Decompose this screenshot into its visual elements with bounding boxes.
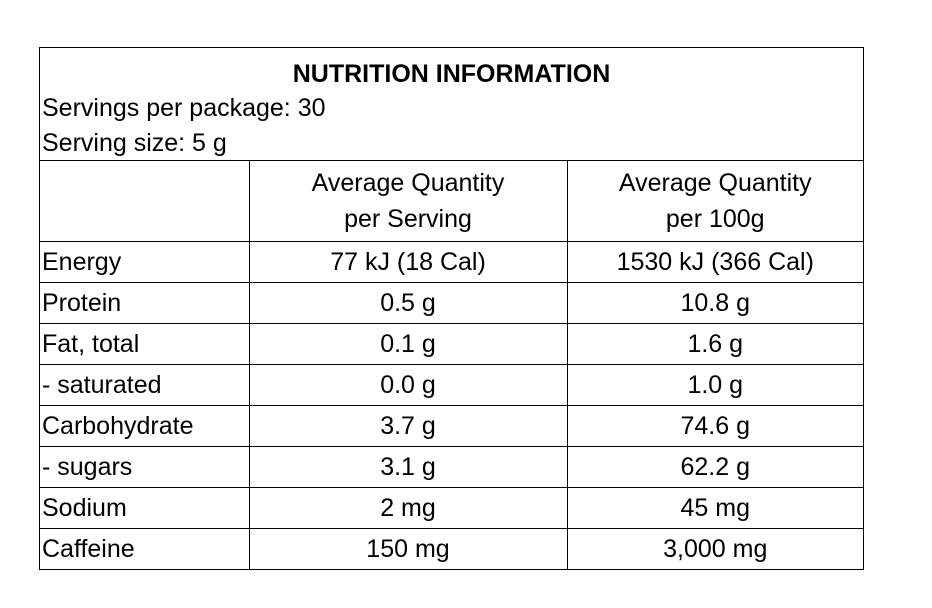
row-label: Caffeine xyxy=(40,528,249,569)
header-per-serving-line-2: per Serving xyxy=(344,205,472,233)
row-label: - saturated xyxy=(40,364,249,406)
table-row: - sugars 3.1 g 62.2 g xyxy=(40,446,863,488)
per-serving-value: 3.7 g xyxy=(248,405,567,447)
header-per-100g: Average Quantity per 100g xyxy=(566,161,863,242)
per-100g-value: 1.0 g xyxy=(566,364,863,406)
header-per-100g-line-1: Average Quantity xyxy=(618,169,812,197)
header-per-serving-line-1: Average Quantity xyxy=(311,169,505,197)
servings-per-package: Servings per package: 30 xyxy=(42,94,326,122)
row-label: Carbohydrate xyxy=(40,405,249,447)
table-row: - saturated 0.0 g 1.0 g xyxy=(40,364,863,406)
row-label: Energy xyxy=(40,241,249,283)
row-label: Fat, total xyxy=(40,323,249,365)
per-100g-value: 74.6 g xyxy=(566,405,863,447)
table-row: Protein 0.5 g 10.8 g xyxy=(40,282,863,324)
per-serving-value: 150 mg xyxy=(248,528,567,569)
per-100g-value: 10.8 g xyxy=(566,282,863,324)
per-100g-value: 1.6 g xyxy=(566,323,863,365)
row-label: - sugars xyxy=(40,446,249,488)
header-blank-cell xyxy=(40,161,249,242)
row-label: Protein xyxy=(40,282,249,324)
per-serving-value: 0.1 g xyxy=(248,323,567,365)
header-per-100g-line-2: per 100g xyxy=(665,205,765,233)
per-100g-value: 62.2 g xyxy=(566,446,863,488)
per-serving-value: 0.0 g xyxy=(248,364,567,406)
panel-title: NUTRITION INFORMATION xyxy=(292,60,611,88)
per-100g-value: 3,000 mg xyxy=(566,528,863,569)
per-100g-value: 45 mg xyxy=(566,487,863,529)
table-row: Sodium 2 mg 45 mg xyxy=(40,487,863,529)
table-row: Energy 77 kJ (18 Cal) 1530 kJ (366 Cal) xyxy=(40,241,863,283)
per-serving-value: 3.1 g xyxy=(248,446,567,488)
nutrition-table: Average Quantity per Serving Average Qua… xyxy=(40,161,863,569)
serving-size: Serving size: 5 g xyxy=(42,129,227,157)
per-100g-value: 1530 kJ (366 Cal) xyxy=(566,241,863,283)
per-serving-value: 77 kJ (18 Cal) xyxy=(248,241,567,283)
header-per-serving: Average Quantity per Serving xyxy=(248,161,567,242)
table-row: Fat, total 0.1 g 1.6 g xyxy=(40,323,863,365)
per-serving-value: 2 mg xyxy=(248,487,567,529)
nutrition-panel: NUTRITION INFORMATION Servings per packa… xyxy=(39,47,864,570)
table-header-row: Average Quantity per Serving Average Qua… xyxy=(40,161,863,242)
row-label: Sodium xyxy=(40,487,249,529)
table-row: Carbohydrate 3.7 g 74.6 g xyxy=(40,405,863,447)
per-serving-value: 0.5 g xyxy=(248,282,567,324)
panel-header: NUTRITION INFORMATION Servings per packa… xyxy=(40,48,863,161)
table-row: Caffeine 150 mg 3,000 mg xyxy=(40,528,863,569)
